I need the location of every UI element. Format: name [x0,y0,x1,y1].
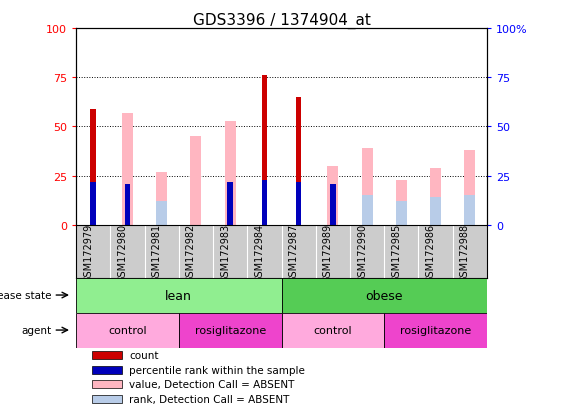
Text: rosiglitazone: rosiglitazone [194,325,266,335]
Bar [156,202,167,225]
Title: GDS3396 / 1374904_at: GDS3396 / 1374904_at [193,13,370,29]
Bar [156,172,167,225]
Bar [361,149,373,225]
Text: disease state: disease state [0,290,51,300]
Text: value, Detection Call = ABSENT: value, Detection Call = ABSENT [129,380,295,389]
Bar [330,184,336,225]
Text: agent: agent [21,325,51,335]
Bar [124,184,130,225]
Bar [430,198,441,225]
Bar [122,114,133,225]
Bar [385,313,487,348]
Bar [262,180,267,225]
Bar [92,351,122,359]
Bar [328,166,338,225]
Text: count: count [129,350,159,360]
Bar [464,151,475,225]
Bar [92,380,122,388]
Text: control: control [108,325,147,335]
Bar [282,278,487,313]
Bar [225,121,235,225]
Bar [91,182,96,225]
Bar [76,313,179,348]
Bar [92,395,122,403]
Bar [76,278,282,313]
Bar [430,169,441,225]
Bar [396,180,407,225]
Text: percentile rank within the sample: percentile rank within the sample [129,365,305,375]
Bar [190,137,202,225]
Bar [282,313,384,348]
Bar [464,196,475,225]
Bar [296,182,301,225]
Bar [396,202,407,225]
Text: rosiglitazone: rosiglitazone [400,325,471,335]
Bar [92,366,122,374]
Text: control: control [314,325,352,335]
Bar [227,182,233,225]
Bar [91,109,96,225]
Text: obese: obese [365,289,403,302]
Text: lean: lean [166,289,192,302]
Bar [296,98,301,225]
Bar [262,76,267,225]
Bar [361,196,373,225]
Text: rank, Detection Call = ABSENT: rank, Detection Call = ABSENT [129,394,290,404]
Bar [179,313,282,348]
